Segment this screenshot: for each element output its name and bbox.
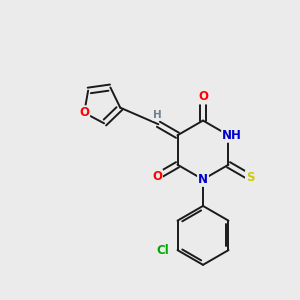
Text: N: N [198,173,208,186]
Text: O: O [152,170,162,183]
Text: Cl: Cl [156,244,169,256]
Text: NH: NH [222,129,242,142]
Text: H: H [152,110,161,120]
Text: S: S [246,171,254,184]
Text: O: O [198,91,208,103]
Text: O: O [79,106,89,119]
